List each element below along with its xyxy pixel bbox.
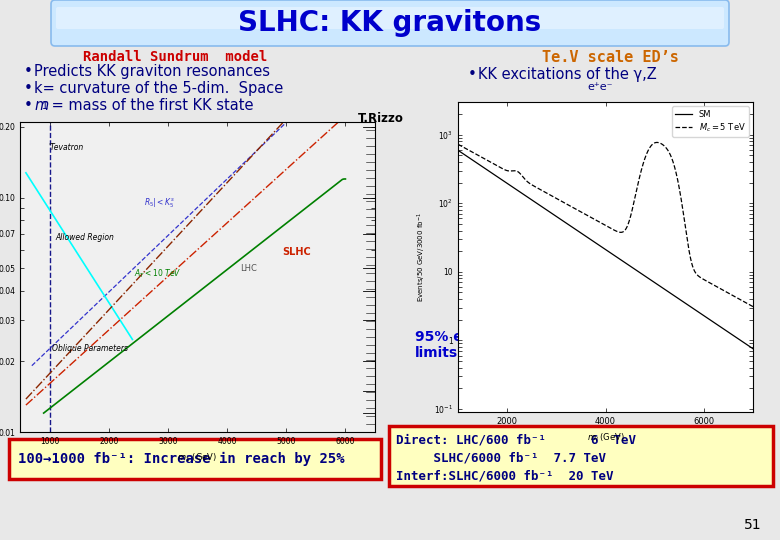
- Y-axis label: Events/50 GeV/3000 fb$^{-1}$: Events/50 GeV/3000 fb$^{-1}$: [417, 212, 428, 302]
- FancyBboxPatch shape: [389, 426, 773, 486]
- Text: Allowed Region: Allowed Region: [55, 233, 115, 242]
- Text: SLHC/6000 fb⁻¹  7.7 TeV: SLHC/6000 fb⁻¹ 7.7 TeV: [396, 451, 606, 464]
- Text: 'Tevatron: 'Tevatron: [48, 143, 83, 152]
- Text: 1: 1: [42, 101, 48, 111]
- SM: [739, 340, 749, 346]
- Text: 95% excl.
limits: 95% excl. limits: [415, 330, 490, 360]
- Text: •: •: [468, 67, 477, 82]
- FancyBboxPatch shape: [9, 439, 381, 479]
- Text: •: •: [24, 81, 33, 96]
- $M_c=5$ TeV: [739, 299, 749, 305]
- Text: = mass of the first KK state: = mass of the first KK state: [47, 98, 254, 113]
- Text: 51: 51: [744, 518, 762, 532]
- SM: [739, 340, 749, 346]
- Legend: SM, $M_c=5$ TeV: SM, $M_c=5$ TeV: [672, 106, 749, 137]
- $M_c=5$ TeV: [453, 141, 463, 147]
- SM: [597, 244, 606, 250]
- Text: LHC: LHC: [240, 264, 257, 273]
- Text: •: •: [24, 64, 33, 79]
- Text: $R_5|<K_5^s$: $R_5|<K_5^s$: [144, 197, 176, 210]
- Text: e⁺e⁻: e⁺e⁻: [587, 82, 613, 92]
- SM: [748, 346, 757, 352]
- Text: SLHC: SLHC: [282, 247, 311, 257]
- SM: [686, 303, 695, 310]
- Text: Direct: LHC/600 fb⁻¹      6  TeV: Direct: LHC/600 fb⁻¹ 6 TeV: [396, 434, 636, 447]
- Text: •: •: [24, 98, 33, 113]
- $M_c=5$ TeV: [589, 215, 598, 222]
- $M_c=5$ TeV: [652, 139, 661, 146]
- $M_c=5$ TeV: [748, 303, 757, 310]
- $M_c=5$ TeV: [686, 254, 695, 261]
- Text: SLHC: KK gravitons: SLHC: KK gravitons: [239, 9, 541, 37]
- $M_c=5$ TeV: [740, 299, 750, 305]
- Text: KK excitations of the γ,Z: KK excitations of the γ,Z: [478, 67, 657, 82]
- Text: T.Rizzo: T.Rizzo: [358, 112, 404, 125]
- $M_c=5$ TeV: [468, 150, 477, 156]
- FancyBboxPatch shape: [56, 7, 724, 29]
- Text: 100→1000 fb⁻¹: Increase in reach by 25%: 100→1000 fb⁻¹: Increase in reach by 25%: [18, 452, 345, 466]
- X-axis label: $m_1\ (\mathrm{GeV})$: $m_1\ (\mathrm{GeV})$: [178, 451, 218, 464]
- Text: $A_T<10$ TeV: $A_T<10$ TeV: [133, 268, 181, 280]
- FancyBboxPatch shape: [51, 0, 729, 46]
- Text: m: m: [34, 98, 48, 113]
- Line: $M_c=5$ TeV: $M_c=5$ TeV: [458, 143, 753, 307]
- Text: Randall Sundrum  model: Randall Sundrum model: [83, 50, 267, 64]
- $M_c=5$ TeV: [597, 220, 606, 226]
- Text: Oblique Parameters: Oblique Parameters: [52, 345, 128, 353]
- Text: Interf:SLHC/6000 fb⁻¹  20 TeV: Interf:SLHC/6000 fb⁻¹ 20 TeV: [396, 469, 614, 483]
- Line: SM: SM: [458, 150, 753, 349]
- SM: [589, 238, 598, 245]
- Text: k= curvature of the 5-dim.  Space: k= curvature of the 5-dim. Space: [34, 81, 283, 96]
- SM: [468, 157, 477, 164]
- X-axis label: $m_l$ (GeV): $m_l$ (GeV): [587, 431, 625, 444]
- Text: Te.V scale ED’s: Te.V scale ED’s: [541, 50, 679, 65]
- Text: Predicts KK graviton resonances: Predicts KK graviton resonances: [34, 64, 270, 79]
- SM: [453, 147, 463, 153]
